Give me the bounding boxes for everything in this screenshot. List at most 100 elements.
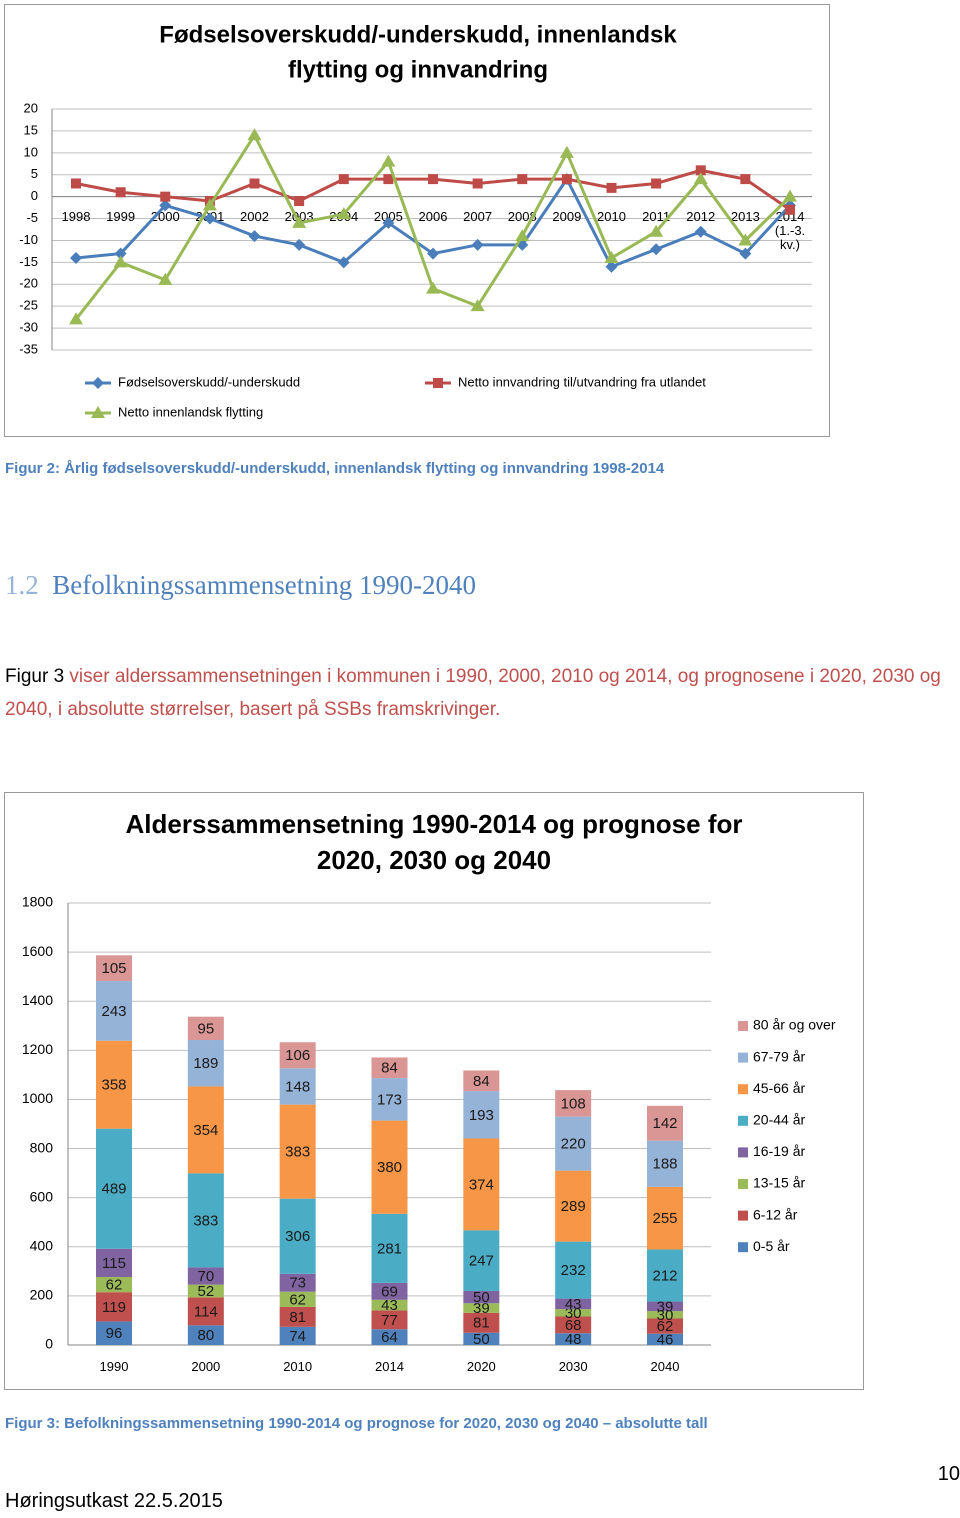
data-label: 46 <box>657 1331 674 1348</box>
data-label: 188 <box>652 1156 677 1173</box>
bar-segment <box>279 1042 316 1069</box>
bar-segment <box>555 1309 592 1317</box>
bar-segment <box>279 1198 316 1274</box>
bar-segment <box>371 1078 408 1121</box>
legend-swatch <box>738 1210 748 1221</box>
x-tick-label-box: 2014 <box>375 1360 404 1374</box>
x-tick-label: 2020 <box>466 1360 496 1374</box>
data-point <box>160 191 171 202</box>
data-point <box>605 260 618 273</box>
bar-segment <box>463 1070 500 1092</box>
bar-segment <box>371 1282 408 1300</box>
data-point <box>694 225 707 238</box>
bar-segment <box>187 1016 224 1041</box>
data-point <box>428 174 438 185</box>
data-label: 114 <box>194 1303 218 1320</box>
bar-segment <box>96 1276 132 1293</box>
bar-segment <box>187 1173 224 1268</box>
bar-segment <box>96 955 132 982</box>
x-tick-label: 2012 <box>686 210 716 224</box>
y-tick-label: 1200 <box>22 1041 53 1057</box>
data-label: 255 <box>652 1210 677 1227</box>
paragraph-lead: Figur 3 <box>5 666 65 687</box>
bar-segment <box>187 1325 224 1345</box>
chart-title: flytting og innvandring <box>288 56 548 83</box>
x-tick-label: 2002 <box>240 210 269 224</box>
data-label: 43 <box>565 1296 582 1313</box>
data-label: 119 <box>102 1299 126 1316</box>
y-tick-label: 800 <box>30 1139 54 1155</box>
data-point <box>693 172 708 185</box>
bar-segment <box>371 1329 408 1345</box>
bar-segment <box>555 1241 592 1299</box>
data-label: 383 <box>285 1144 310 1161</box>
bar-segment <box>96 1321 132 1345</box>
bar-segment <box>555 1298 592 1310</box>
data-point <box>433 378 443 388</box>
data-point <box>113 255 128 268</box>
data-label: 62 <box>657 1318 674 1335</box>
bar-segment <box>96 1292 132 1322</box>
bar-segment <box>96 1128 132 1249</box>
x-tick-label: 2005 <box>362 210 414 224</box>
bar-segment <box>647 1301 683 1312</box>
y-tick-label: 0 <box>31 188 38 203</box>
data-point <box>427 247 439 260</box>
data-label: 247 <box>469 1253 494 1270</box>
y-tick-label: -35 <box>19 341 38 356</box>
bar-segment <box>647 1105 683 1141</box>
x-tick-label-box: 1999 <box>106 210 135 224</box>
y-tick-label: -10 <box>19 232 38 247</box>
x-tick-label-box: 2000 <box>191 1360 221 1374</box>
x-tick-label: 2010 <box>283 1360 313 1374</box>
x-tick-label: 2000 <box>191 1360 221 1374</box>
paragraph-text: viser alderssammensetningen i kommunen i… <box>5 666 941 720</box>
legend-label: 80 år og over <box>753 1017 836 1033</box>
data-point <box>740 174 751 185</box>
bar-segment <box>463 1091 500 1139</box>
x-tick-label-box: 2002 <box>240 210 269 224</box>
data-label: 142 <box>652 1115 677 1132</box>
data-label: 105 <box>101 960 126 977</box>
y-tick-label: 400 <box>30 1237 54 1253</box>
data-point <box>649 224 664 237</box>
chart-title: Alderssammensetning 1990-2014 og prognos… <box>126 809 743 839</box>
y-tick-label: -30 <box>19 320 38 335</box>
bar-segment <box>187 1284 224 1298</box>
bar-segment <box>371 1120 408 1214</box>
bar-segment <box>555 1333 592 1345</box>
bar-segment <box>187 1297 224 1326</box>
heading-number: 1.2 <box>5 570 39 600</box>
x-tick-label-box: 2012 <box>686 210 716 224</box>
data-point <box>739 247 752 260</box>
bar-segment <box>463 1303 500 1313</box>
data-label: 108 <box>561 1095 586 1112</box>
x-tick-label-box: 2020 <box>466 1360 496 1374</box>
bar-segment <box>555 1316 592 1334</box>
data-point <box>91 406 105 418</box>
data-label: 43 <box>381 1297 398 1314</box>
legend-swatch <box>738 1179 748 1189</box>
bar-segment <box>371 1299 408 1311</box>
heading-title: Befolkningssammensetning 1990-2040 <box>52 570 476 600</box>
bar-segment <box>647 1140 683 1187</box>
x-tick-label-box: 2009 <box>552 210 581 224</box>
legend-label: 13-15 år <box>753 1175 805 1191</box>
data-point <box>470 299 485 312</box>
data-label: 173 <box>377 1091 402 1108</box>
y-tick-label: 10 <box>24 144 38 159</box>
data-point <box>114 247 127 260</box>
data-label: 95 <box>197 1020 214 1037</box>
x-tick-label-box: 2006 <box>419 210 448 224</box>
data-label: 84 <box>473 1073 490 1090</box>
data-point <box>559 145 574 158</box>
x-tick-label: 1998 <box>61 210 91 224</box>
section-heading: 1.2 Befolkningssammensetning 1990-2040 <box>5 570 476 601</box>
data-label: 243 <box>101 1003 126 1020</box>
data-label: 354 <box>193 1122 218 1139</box>
data-point <box>248 230 261 243</box>
y-tick-label: -5 <box>26 210 38 225</box>
data-point <box>604 250 619 263</box>
paragraph: Figur 3 viser alderssammensetningen i ko… <box>5 660 960 726</box>
